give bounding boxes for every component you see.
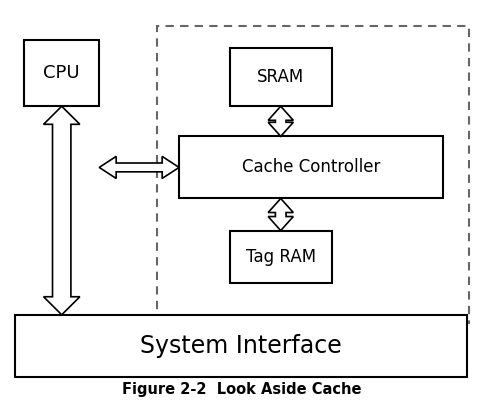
FancyBboxPatch shape <box>179 136 443 198</box>
Text: Figure 2-2  Look Aside Cache: Figure 2-2 Look Aside Cache <box>122 382 362 397</box>
Text: CPU: CPU <box>44 64 80 82</box>
FancyBboxPatch shape <box>15 315 467 377</box>
FancyBboxPatch shape <box>230 48 332 106</box>
FancyBboxPatch shape <box>230 231 332 283</box>
FancyBboxPatch shape <box>24 40 99 106</box>
Polygon shape <box>44 106 80 315</box>
Text: Tag RAM: Tag RAM <box>246 248 316 265</box>
Polygon shape <box>99 156 179 178</box>
Text: System Interface: System Interface <box>140 334 342 358</box>
Polygon shape <box>268 106 293 136</box>
Polygon shape <box>268 198 293 231</box>
Text: SRAM: SRAM <box>257 68 304 86</box>
Text: Cache Controller: Cache Controller <box>242 158 380 176</box>
